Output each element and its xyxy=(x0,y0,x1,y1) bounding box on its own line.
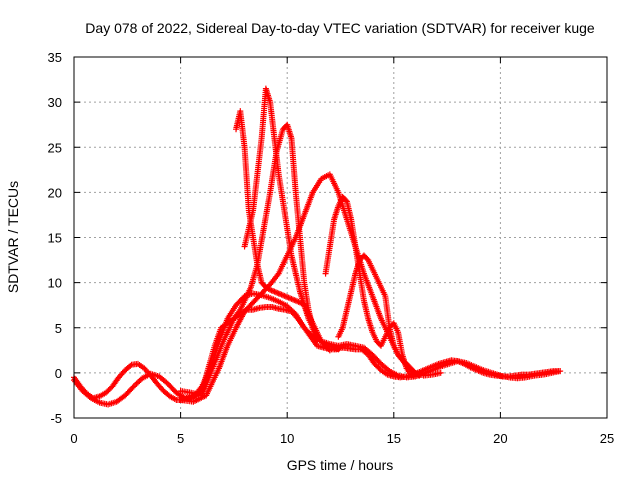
y-tick-label: 35 xyxy=(48,50,62,65)
x-tick-label: 25 xyxy=(600,431,614,446)
data-point-plus xyxy=(127,362,134,369)
y-tick-label: 20 xyxy=(48,185,62,200)
chart-title: Day 078 of 2022, Sidereal Day-to-day VTE… xyxy=(85,20,595,36)
data-point-plus xyxy=(326,347,333,354)
series-track-4 xyxy=(177,171,444,405)
data-point-plus xyxy=(416,372,423,379)
data-points xyxy=(71,85,564,408)
y-tick-label: 5 xyxy=(55,321,62,336)
x-tick-label: 20 xyxy=(493,431,507,446)
grid-lines xyxy=(74,57,607,418)
axis-ticks: 0 5 10 15 20 25 -5 0 5 10 15 20 25 30 35 xyxy=(48,50,615,446)
y-tick-label: -5 xyxy=(50,411,62,426)
y-tick-label: 30 xyxy=(48,95,62,110)
x-tick-label: 0 xyxy=(70,431,77,446)
series-track-6 xyxy=(233,108,333,354)
y-tick-label: 15 xyxy=(48,231,62,246)
data-point-plus xyxy=(325,346,332,353)
series-track-1 xyxy=(71,303,564,403)
series-track-7 xyxy=(322,193,419,380)
x-tick-label: 10 xyxy=(280,431,294,446)
y-tick-label: 25 xyxy=(48,140,62,155)
data-point-plus xyxy=(437,369,444,376)
y-tick-label: 0 xyxy=(55,366,62,381)
series-track-2 xyxy=(71,290,564,408)
data-point-plus xyxy=(335,346,342,353)
series-track-8 xyxy=(335,252,423,379)
series-track-3 xyxy=(177,121,321,399)
x-tick-label: 5 xyxy=(177,431,184,446)
data-point-plus xyxy=(136,377,143,384)
data-point-plus xyxy=(557,368,564,375)
data-point-plus xyxy=(129,384,136,391)
data-point-plus xyxy=(134,379,141,386)
x-axis-label: GPS time / hours xyxy=(287,457,394,473)
y-tick-label: 10 xyxy=(48,276,62,291)
data-point-plus xyxy=(133,380,140,387)
y-axis-label: SDTVAR / TECUs xyxy=(5,181,21,293)
x-tick-label: 15 xyxy=(387,431,401,446)
